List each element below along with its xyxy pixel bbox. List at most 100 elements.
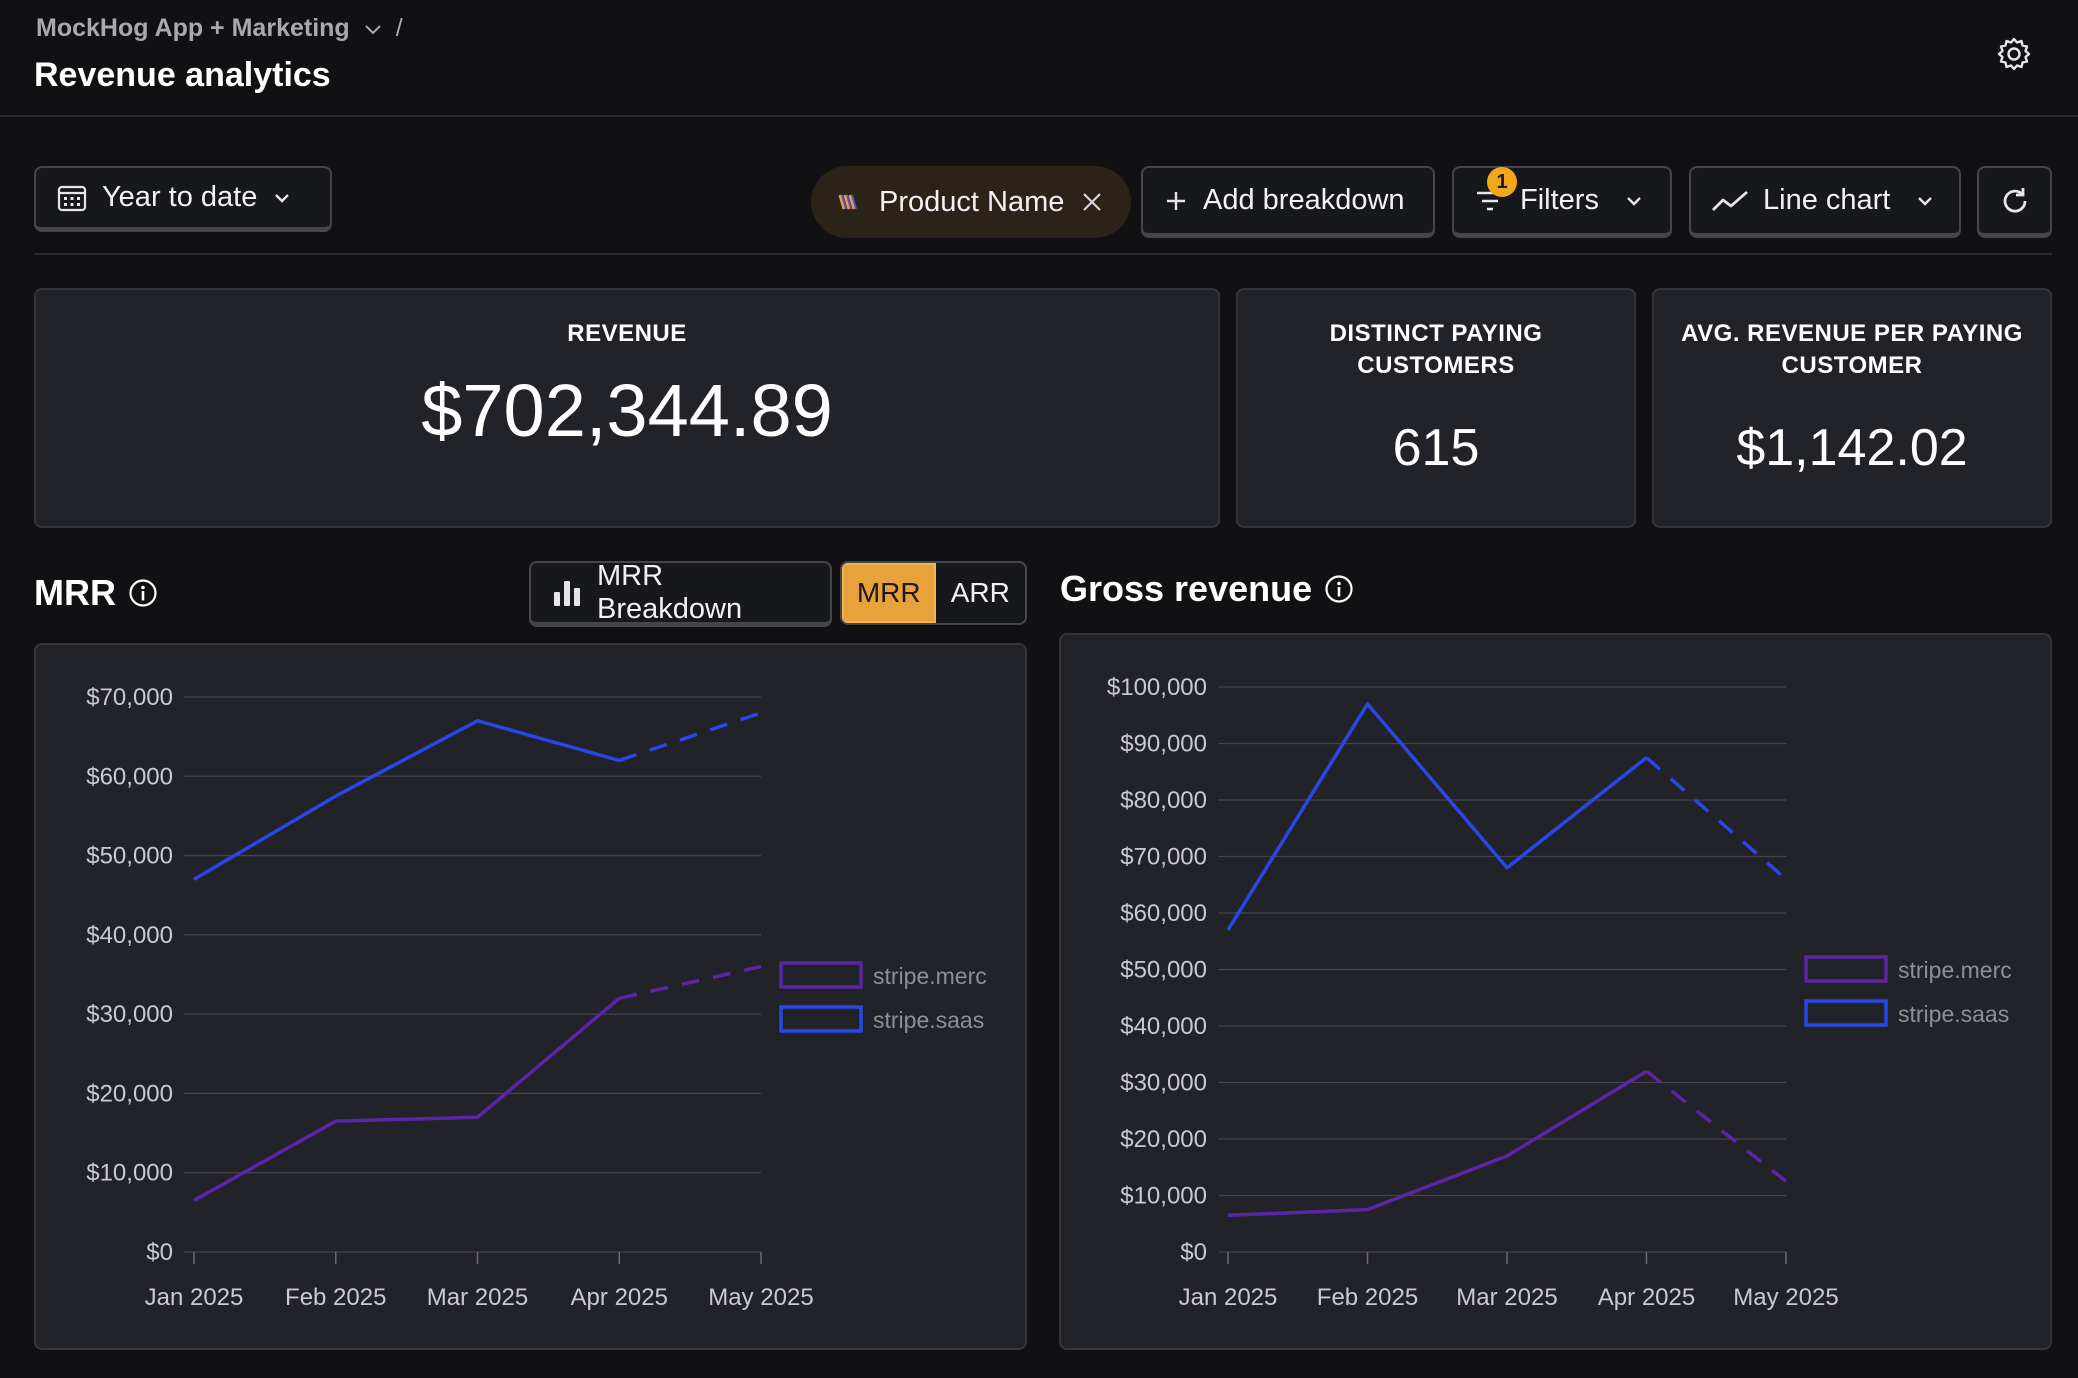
avg-revenue-value: $1,142.02: [1736, 419, 1968, 477]
add-breakdown-label: Add breakdown: [1203, 184, 1405, 216]
chart-type-button[interactable]: Line chart: [1689, 166, 1961, 238]
paying-customers-card: DISTINCT PAYING CUSTOMERS 615: [1236, 288, 1636, 528]
toggle-mrr[interactable]: MRR: [842, 563, 936, 623]
series-projection-stripe-merc[interactable]: [618, 964, 762, 1000]
refresh-icon: [2003, 187, 2026, 213]
series-line-stripe-merc[interactable]: [193, 996, 621, 1202]
info-icon[interactable]: [1324, 574, 1354, 604]
breadcrumb-separator: /: [395, 14, 403, 42]
mrr-chart-panel: $0 $10,000 $20,000 $30,000 $40,000 $50,000 $60…: [34, 643, 1027, 1350]
x-tick-label: Feb 2025: [285, 1284, 386, 1311]
y-tick-label: $50,000: [86, 843, 173, 870]
y-tick-label: $30,000: [1120, 1070, 1207, 1097]
x-tick-label: Jan 2025: [1179, 1284, 1278, 1311]
add-breakdown-button[interactable]: Add breakdown: [1141, 166, 1435, 238]
chevron-down-icon: [275, 193, 290, 203]
y-tick-label: $90,000: [1120, 731, 1207, 758]
paying-customers-label-1: DISTINCT PAYING: [1329, 320, 1543, 347]
y-tick-label: $80,000: [1120, 787, 1207, 814]
gross-revenue-chart: $0 $10,000 $20,000 $30,000 $40,000 $50,000 $60…: [1107, 674, 2012, 1311]
toggle-arr[interactable]: ARR: [950, 577, 1010, 608]
series-line-stripe-saas[interactable]: [1226, 702, 1648, 931]
legend-label[interactable]: stripe.saas: [873, 1007, 984, 1033]
y-tick-label: $40,000: [86, 922, 173, 949]
info-icon[interactable]: [128, 578, 158, 608]
avg-revenue-label-1: AVG. REVENUE PER PAYING: [1681, 320, 2023, 347]
series-projection-stripe-saas[interactable]: [1645, 756, 1788, 881]
series-projection-stripe-merc[interactable]: [1645, 1069, 1788, 1183]
y-tick-label: $10,000: [1120, 1183, 1207, 1210]
page-title: Revenue analytics: [34, 56, 331, 94]
chart-type-label: Line chart: [1763, 184, 1891, 216]
breadcrumb-project[interactable]: MockHog App + Marketing: [36, 14, 350, 42]
y-tick-label: $30,000: [86, 1001, 173, 1028]
y-tick-label: $10,000: [86, 1160, 173, 1187]
y-tick-label: $40,000: [1120, 1013, 1207, 1040]
x-tick-label: Apr 2025: [1598, 1284, 1695, 1311]
filters-button[interactable]: Filters: [1452, 166, 1672, 238]
filters-count-badge: 1: [1487, 167, 1517, 197]
y-tick-label: $100,000: [1107, 674, 1207, 701]
breakdown-pill-product-name[interactable]: Product Name: [811, 166, 1131, 238]
legend-label[interactable]: stripe.merc: [873, 963, 987, 989]
series-projection-stripe-saas[interactable]: [618, 711, 762, 763]
y-tick-label: $0: [146, 1239, 173, 1266]
y-tick-label: $60,000: [86, 763, 173, 790]
avg-revenue-label-2: CUSTOMER: [1781, 352, 1923, 379]
revenue-card: REVENUE $702,344.89: [34, 288, 1220, 528]
y-tick-label: $0: [1180, 1239, 1207, 1266]
date-range-label: Year to date: [102, 181, 258, 213]
mrr-title-text: MRR: [34, 572, 116, 613]
paying-customers-value: 615: [1392, 419, 1480, 477]
refresh-button[interactable]: [1977, 166, 2052, 238]
paying-customers-label-2: CUSTOMERS: [1357, 352, 1515, 379]
legend-label[interactable]: stripe.merc: [1898, 957, 2012, 983]
y-tick-label: $20,000: [1120, 1126, 1207, 1153]
y-tick-label: $20,000: [86, 1080, 173, 1107]
date-range-button[interactable]: Year to date: [34, 166, 332, 232]
toolbar-divider: [34, 253, 2052, 255]
x-tick-label: Mar 2025: [1456, 1284, 1557, 1311]
legend-swatch: [1804, 999, 1888, 1027]
bar-chart-icon: [554, 580, 580, 606]
mrr-arr-toggle: MRR ARR: [840, 561, 1027, 625]
gross-revenue-title: Gross revenue: [1060, 568, 1354, 610]
mrr-breakdown-label: MRR Breakdown: [597, 559, 743, 625]
gear-icon[interactable]: [1996, 36, 2032, 72]
series-line-stripe-saas[interactable]: [193, 719, 620, 881]
chevron-down-icon: [1627, 196, 1641, 206]
legend-swatch: [779, 961, 863, 989]
line-chart-icon: [1712, 190, 1748, 211]
chevron-down-icon: [1918, 196, 1933, 206]
y-tick-label: $70,000: [1120, 844, 1207, 871]
legend-label[interactable]: stripe.saas: [1898, 1001, 2009, 1027]
chevron-down-icon[interactable]: [362, 18, 384, 40]
mrr-chart: $0 $10,000 $20,000 $30,000 $40,000 $50,000 $60…: [86, 684, 987, 1311]
page-header: MockHog App + Marketing / Revenue analyt…: [0, 0, 2078, 117]
gross-revenue-title-text: Gross revenue: [1060, 568, 1313, 609]
x-tick-label: May 2025: [1733, 1284, 1838, 1311]
x-tick-label: Jan 2025: [145, 1284, 244, 1311]
plus-icon: [1167, 191, 1185, 210]
y-tick-label: $70,000: [86, 684, 173, 711]
breadcrumb: MockHog App + Marketing /: [36, 14, 403, 43]
calendar-icon: [57, 185, 87, 211]
series-line-stripe-merc[interactable]: [1227, 1069, 1648, 1218]
close-icon[interactable]: [1080, 190, 1104, 214]
gross-revenue-chart-panel: $0 $10,000 $20,000 $30,000 $40,000 $50,000 $60…: [1059, 633, 2052, 1350]
x-tick-label: Feb 2025: [1317, 1284, 1418, 1311]
legend-swatch: [1804, 955, 1888, 983]
x-tick-label: May 2025: [708, 1284, 813, 1311]
breakdown-pill-label: Product Name: [879, 185, 1065, 218]
x-tick-label: Apr 2025: [571, 1284, 668, 1311]
revenue-label: REVENUE: [567, 320, 687, 347]
mrr-title: MRR: [34, 572, 158, 614]
avg-revenue-card: AVG. REVENUE PER PAYING CUSTOMER $1,142.…: [1652, 288, 2052, 528]
x-tick-label: Mar 2025: [427, 1284, 528, 1311]
y-tick-label: $60,000: [1120, 900, 1207, 927]
legend-swatch: [779, 1005, 863, 1033]
revenue-value: $702,344.89: [421, 369, 833, 452]
stripe-source-icon: [838, 194, 857, 210]
mrr-breakdown-button[interactable]: MRR Breakdown: [529, 559, 832, 627]
y-tick-label: $50,000: [1120, 957, 1207, 984]
